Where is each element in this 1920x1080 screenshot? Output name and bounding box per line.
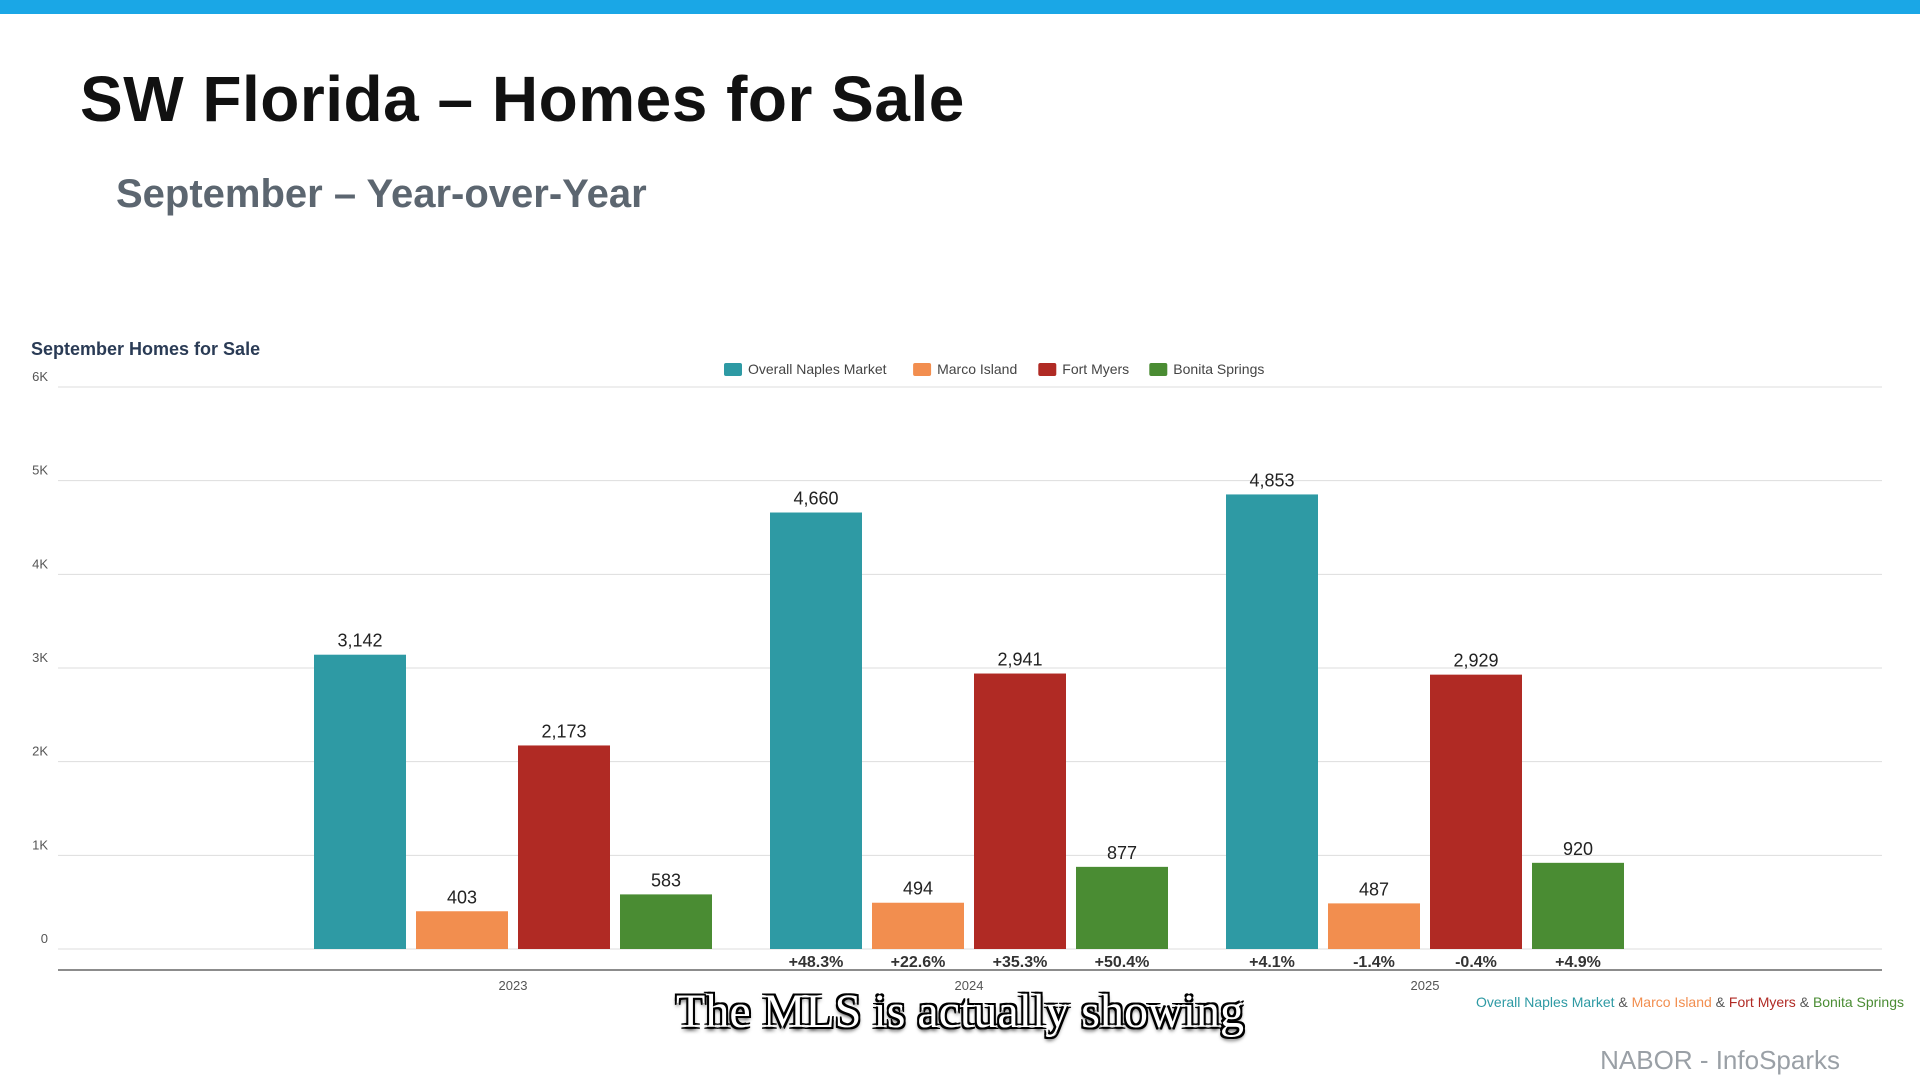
yoy-change-label: -0.4% xyxy=(1455,954,1497,971)
page-subtitle: September – Year-over-Year xyxy=(116,172,647,216)
page-title: SW Florida – Homes for Sale xyxy=(80,63,965,135)
bar-value-label: 2,173 xyxy=(541,721,586,741)
bar-value-label: 2,941 xyxy=(997,650,1042,670)
bar-fort-myers-2024 xyxy=(974,673,1066,949)
y-tick-label-6: 6K xyxy=(32,369,48,384)
bar-chart: September Homes for Sale Overall Naples M… xyxy=(31,339,1882,993)
yoy-change-label: +48.3% xyxy=(789,954,844,971)
bar-fort-myers-2025 xyxy=(1430,674,1522,949)
source-legend-naples: Overall Naples Market xyxy=(1476,994,1615,1010)
bar-value-label: 2,929 xyxy=(1453,651,1498,671)
source-legend-separator: & xyxy=(1614,994,1632,1010)
legend-label-2: Fort Myers xyxy=(1062,361,1129,377)
bar-bonita-springs-2025 xyxy=(1532,862,1624,949)
top-accent-bar xyxy=(0,0,1920,14)
bar-value-label: 583 xyxy=(651,870,681,890)
legend-label-0: Overall Naples Market xyxy=(748,361,887,377)
video-caption: The MLS is actually showing xyxy=(676,985,1244,1038)
yoy-change-label: +50.4% xyxy=(1095,954,1150,971)
yoy-change-label: -1.4% xyxy=(1353,954,1395,971)
bar-value-label: 877 xyxy=(1107,843,1137,863)
chart-title: September Homes for Sale xyxy=(31,339,260,359)
bar-marco-island-2024 xyxy=(872,902,964,949)
bar-overall-naples-market-2024 xyxy=(770,512,862,949)
bar-value-label: 3,142 xyxy=(337,631,382,651)
bar-fort-myers-2023 xyxy=(518,745,610,949)
bar-bonita-springs-2024 xyxy=(1076,866,1168,949)
chart-container: September Homes for Sale Overall Naples M… xyxy=(0,330,1920,1030)
y-tick-label-4: 4K xyxy=(32,556,48,571)
y-tick-label-5: 5K xyxy=(32,463,48,478)
legend-label-1: Marco Island xyxy=(937,361,1017,377)
y-tick-label-3: 3K xyxy=(32,650,48,665)
y-tick-label-2: 2K xyxy=(32,744,48,759)
bar-bonita-springs-2023 xyxy=(620,894,712,949)
bar-marco-island-2025 xyxy=(1328,903,1420,949)
y-tick-label-0: 0 xyxy=(41,931,48,946)
legend-label-3: Bonita Springs xyxy=(1173,361,1264,377)
source-legend-bonita: Bonita Springs xyxy=(1812,994,1904,1010)
x-category-label-0: 2023 xyxy=(499,978,528,993)
legend-swatch-1 xyxy=(913,363,932,376)
y-tick-label-1: 1K xyxy=(32,837,48,852)
x-category-label-2: 2025 xyxy=(1411,978,1440,993)
bar-value-label: 494 xyxy=(903,879,933,899)
bar-value-label: 403 xyxy=(447,887,477,907)
bar-marco-island-2023 xyxy=(416,911,508,949)
bar-overall-naples-market-2023 xyxy=(314,654,406,949)
source-legend-separator: & xyxy=(1795,994,1813,1010)
yoy-change-label: +35.3% xyxy=(993,954,1048,971)
bar-overall-naples-market-2025 xyxy=(1226,494,1318,949)
bar-value-label: 920 xyxy=(1563,839,1593,859)
legend-swatch-0 xyxy=(724,363,742,376)
bar-value-label: 4,853 xyxy=(1249,470,1294,490)
yoy-change-label: +22.6% xyxy=(891,954,946,971)
legend-swatch-2 xyxy=(1038,363,1057,376)
source-legend-marco: Marco Island xyxy=(1631,994,1712,1010)
yoy-change-label: +4.9% xyxy=(1555,954,1601,971)
source-credit: NABOR - InfoSparks xyxy=(1600,1045,1840,1075)
source-legend-separator: & xyxy=(1711,994,1729,1010)
bar-value-label: 4,660 xyxy=(793,489,838,509)
bar-value-label: 487 xyxy=(1359,879,1389,899)
yoy-change-label: +4.1% xyxy=(1249,954,1295,971)
x-category-label-1: 2024 xyxy=(955,978,984,993)
legend-swatch-3 xyxy=(1149,363,1168,376)
source-legend-fort-myers: Fort Myers xyxy=(1728,994,1796,1010)
source-legend: Overall Naples Market & Marco Island & F… xyxy=(1476,994,1904,1010)
